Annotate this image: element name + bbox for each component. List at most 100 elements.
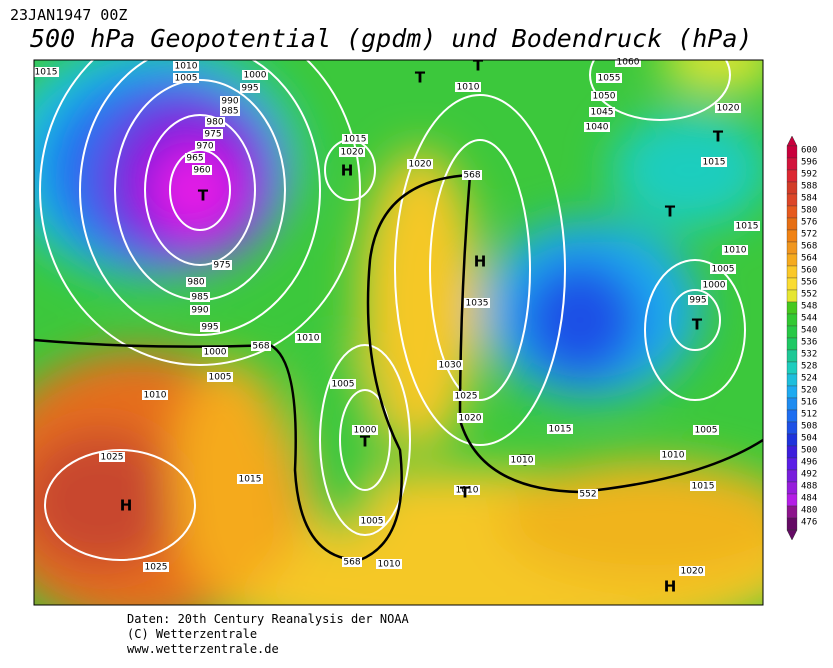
- isobar-label: 960: [193, 166, 210, 176]
- isobar-label: 1060: [617, 58, 640, 68]
- isobar-label: 1010: [456, 486, 479, 496]
- colorbar-cell: [786, 169, 798, 183]
- colorbar-label: 512: [801, 410, 817, 420]
- label-bg: [455, 82, 481, 92]
- label-bg: [202, 347, 228, 357]
- label-bg: [173, 73, 199, 83]
- label-bg: [240, 83, 260, 93]
- map: [34, 60, 763, 605]
- colorbar-label: 488: [801, 482, 817, 492]
- colorbar-label: 484: [801, 494, 817, 504]
- label-bg: [212, 260, 232, 270]
- isobar-label: 1035: [466, 299, 489, 309]
- label-bg: [99, 452, 125, 462]
- colorbar-cell: [786, 301, 798, 315]
- isobar-label: 1025: [145, 563, 168, 573]
- label-bg: [589, 107, 615, 117]
- isobar-label: 1000: [204, 348, 227, 358]
- label-bg: [207, 372, 233, 382]
- colorbar-label: 476: [801, 518, 817, 528]
- label-bg: [693, 425, 719, 435]
- isobar-label: 980: [187, 278, 204, 288]
- label-bg: [437, 360, 463, 370]
- colorbar-cell: [786, 253, 798, 267]
- label-bg: [701, 280, 727, 290]
- colorbar-label: 568: [801, 242, 817, 252]
- isobar-label: 990: [191, 306, 208, 316]
- isobar-label: 1015: [344, 135, 367, 145]
- pressure-center: T: [692, 316, 703, 334]
- label-bg: [457, 413, 483, 423]
- label-bg: [352, 425, 378, 435]
- colorbar-label: 564: [801, 254, 817, 264]
- label-bg: [688, 295, 708, 305]
- colorbar-cell: [786, 157, 798, 171]
- pressure-center: T: [360, 433, 371, 451]
- colorbar-cell: [786, 373, 798, 387]
- footer-line: www.wetterzentrale.de: [127, 642, 279, 656]
- footer-line: (C) Wetterzentrale: [127, 627, 257, 641]
- isobar-label: 1005: [361, 517, 384, 527]
- isobar-label: 1020: [681, 567, 704, 577]
- label-bg: [578, 489, 598, 499]
- label-bg: [734, 221, 760, 231]
- isobar-label: 1045: [591, 108, 614, 118]
- isobar-label: 1010: [662, 451, 685, 461]
- colorbar-label: 508: [801, 422, 817, 432]
- colorbar-label: 496: [801, 458, 817, 468]
- isobar-label: 1010: [297, 334, 320, 344]
- label-bg: [173, 61, 199, 71]
- colorbar-label: 500: [801, 446, 817, 456]
- isobar-label: 970: [196, 142, 213, 152]
- colorbar-cell: [786, 517, 798, 531]
- isobar-label: 1020: [459, 414, 482, 424]
- isobar-label: 985: [191, 293, 208, 303]
- colorbar-label: 504: [801, 434, 817, 444]
- colorbar-label: 576: [801, 218, 817, 228]
- colorbar-label: 480: [801, 506, 817, 516]
- colorbar-label: 600: [801, 146, 817, 156]
- colorbar-label: 492: [801, 470, 817, 480]
- colorbar-cell: [786, 397, 798, 411]
- isobar-label: 975: [204, 130, 221, 140]
- label-bg: [190, 305, 210, 315]
- isobar-label: 1005: [695, 426, 718, 436]
- pressure-center: T: [198, 187, 209, 205]
- colorbar-cell: [786, 481, 798, 495]
- isobar-label: 1025: [101, 453, 124, 463]
- label-bg: [330, 379, 356, 389]
- isobar-label: 1010: [175, 62, 198, 72]
- colorbar-label: 560: [801, 266, 817, 276]
- isobar-label: 1005: [175, 74, 198, 84]
- colorbar-label: 548: [801, 302, 817, 312]
- colorbar-cell: [786, 193, 798, 207]
- label-bg: [615, 57, 641, 67]
- label-bg: [220, 96, 240, 106]
- colorbar-cell: [786, 181, 798, 195]
- isobar-label: 1015: [736, 222, 759, 232]
- isobar-label: 568: [343, 558, 360, 568]
- colorbar-label: 592: [801, 170, 817, 180]
- isobar-label: 1015: [35, 68, 58, 78]
- isobar-label: 568: [252, 342, 269, 352]
- colorbar-cell: [786, 493, 798, 507]
- pressure-center: T: [460, 484, 471, 502]
- label-bg: [342, 557, 362, 567]
- colorbar-top: [786, 135, 798, 147]
- pressure-center: H: [664, 578, 677, 596]
- isobar-label: 1015: [549, 425, 572, 435]
- label-bg: [690, 481, 716, 491]
- isobar-label: 990: [221, 97, 238, 107]
- pressure-center: H: [341, 162, 354, 180]
- colorbar-label: 580: [801, 206, 817, 216]
- isobar-label: 1005: [712, 265, 735, 275]
- label-bg: [584, 122, 610, 132]
- isobar-label: 1025: [455, 392, 478, 402]
- colorbar-cell: [786, 445, 798, 459]
- colorbar-label: 528: [801, 362, 817, 372]
- label-bg: [143, 562, 169, 572]
- colorbar-cell: [786, 325, 798, 339]
- label-bg: [701, 157, 727, 167]
- label-bg: [453, 391, 479, 401]
- label-bg: [190, 292, 210, 302]
